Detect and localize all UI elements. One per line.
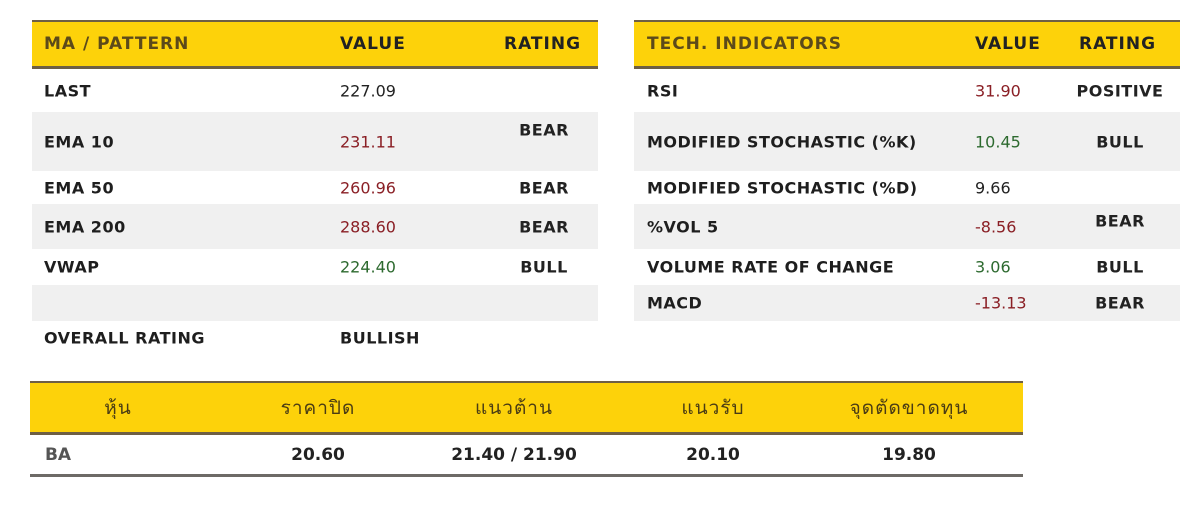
row-label: VOLUME RATE OF CHANGE [647, 257, 895, 277]
row-rating: BEAR [1095, 211, 1145, 231]
table-row: EMA 50 260.96 BEAR [32, 171, 598, 204]
table-row: RSI 31.90 POSITIVE [634, 69, 1180, 112]
header-resistance: แนวต้าน [475, 396, 553, 419]
header-support: แนวรับ [681, 396, 745, 419]
header-rating: RATING [1079, 34, 1157, 54]
table-row: VOLUME RATE OF CHANGE 3.06 BULL [634, 249, 1180, 285]
stop-loss: 19.80 [882, 444, 936, 465]
row-label: MODIFIED STOCHASTIC (%K) [647, 132, 917, 151]
row-label: MACD [647, 293, 703, 313]
row-rating: BULL [1096, 132, 1144, 151]
table-row: MODIFIED STOCHASTIC (%D) 9.66 [634, 171, 1180, 204]
table-row: LAST 227.09 [32, 69, 598, 112]
header-value: VALUE [975, 34, 1041, 54]
tech-indicators-table: TECH. INDICATORS VALUE RATING RSI 31.90 PO… [634, 20, 1180, 321]
table-row-empty [32, 285, 598, 321]
table-row: VWAP 224.40 BULL [32, 249, 598, 285]
header-tech-indicators: TECH. INDICATORS [647, 34, 842, 54]
header-rating: RATING [504, 34, 582, 54]
row-label: RSI [647, 81, 679, 100]
table-row: MACD -13.13 BEAR [634, 285, 1180, 321]
row-value: 224.40 [340, 257, 396, 277]
support: 20.10 [686, 444, 740, 465]
table-header: หุ้น ราคาปิด แนวต้าน แนวรับ จุดตัดขาดทุน [30, 381, 1023, 435]
table-row-overall: OVERALL RATING BULLISH [32, 321, 598, 354]
table-row: MODIFIED STOCHASTIC (%K) 10.45 BULL [634, 112, 1180, 171]
row-value: 231.11 [340, 132, 396, 151]
header-value: VALUE [340, 34, 406, 54]
table-row: BA 20.60 21.40 / 21.90 20.10 19.80 [30, 435, 1023, 477]
overall-rating-value: BULLISH [340, 328, 420, 347]
ma-pattern-table: MA / PATTERN VALUE RATING LAST 227.09 EMA… [32, 20, 598, 354]
table-row: %VOL 5 -8.56 BEAR [634, 204, 1180, 249]
row-rating: POSITIVE [1076, 81, 1164, 100]
row-label: VWAP [44, 257, 100, 277]
row-rating: BEAR [519, 120, 569, 140]
row-label: LAST [44, 81, 92, 100]
stock-symbol: BA [44, 444, 72, 465]
table-row: EMA 10 231.11 BEAR [32, 112, 598, 171]
row-label: %VOL 5 [647, 217, 719, 236]
row-label: EMA 10 [44, 132, 115, 151]
row-value: 227.09 [340, 81, 396, 100]
header-close-price: ราคาปิด [280, 396, 356, 419]
row-value: 288.60 [340, 217, 396, 236]
row-rating: BEAR [519, 217, 569, 236]
row-value: -8.56 [975, 217, 1017, 236]
header-stop-loss: จุดตัดขาดทุน [849, 396, 969, 419]
row-value: 10.45 [975, 132, 1021, 151]
resistance: 21.40 / 21.90 [451, 444, 577, 465]
row-value: 260.96 [340, 178, 396, 197]
row-label: OVERALL RATING [44, 328, 205, 347]
row-rating: BEAR [1095, 293, 1145, 313]
table-header: TECH. INDICATORS VALUE RATING [634, 20, 1180, 69]
row-rating: BULL [1096, 257, 1144, 277]
row-label: EMA 50 [44, 178, 115, 197]
table-header: MA / PATTERN VALUE RATING [32, 20, 598, 69]
row-rating: BULL [520, 257, 568, 277]
row-rating: BEAR [519, 178, 569, 197]
row-value: -13.13 [975, 293, 1027, 313]
header-ma-pattern: MA / PATTERN [44, 34, 190, 54]
row-value: 31.90 [975, 81, 1021, 100]
close-price: 20.60 [291, 444, 345, 465]
header-stock: หุ้น [104, 396, 132, 419]
stock-levels-table: หุ้น ราคาปิด แนวต้าน แนวรับ จุดตัดขาดทุน… [30, 381, 1023, 477]
row-label: MODIFIED STOCHASTIC (%D) [647, 178, 918, 197]
row-label: EMA 200 [44, 217, 126, 236]
row-value: 3.06 [975, 257, 1011, 277]
row-value: 9.66 [975, 178, 1011, 197]
table-row: EMA 200 288.60 BEAR [32, 204, 598, 249]
